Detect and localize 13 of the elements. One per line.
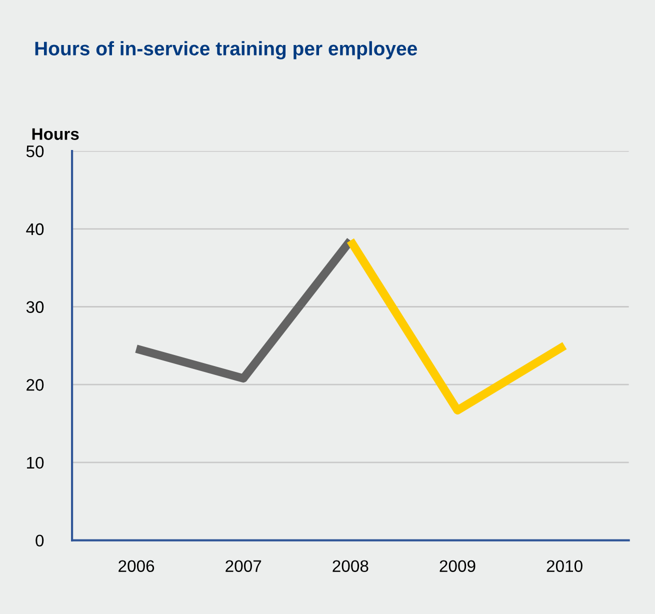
chart-title: Hours of in-service training per employee xyxy=(35,41,417,60)
y-axis-title: Hours xyxy=(32,128,79,140)
y-tick-label: 30 xyxy=(26,301,44,313)
x-tick-label: 2009 xyxy=(440,560,476,572)
y-tick-label: 50 xyxy=(26,145,44,158)
y-tick-label: 10 xyxy=(27,456,44,469)
x-tick-label: 2008 xyxy=(332,560,368,572)
y-tick-label: 20 xyxy=(26,379,44,391)
y-tick-label: 40 xyxy=(26,223,44,236)
x-tick-label: 2010 xyxy=(546,560,582,572)
x-tick-label: 2007 xyxy=(226,560,262,572)
y-tick-label: 0 xyxy=(36,534,44,547)
x-tick-label: 2006 xyxy=(118,560,154,572)
